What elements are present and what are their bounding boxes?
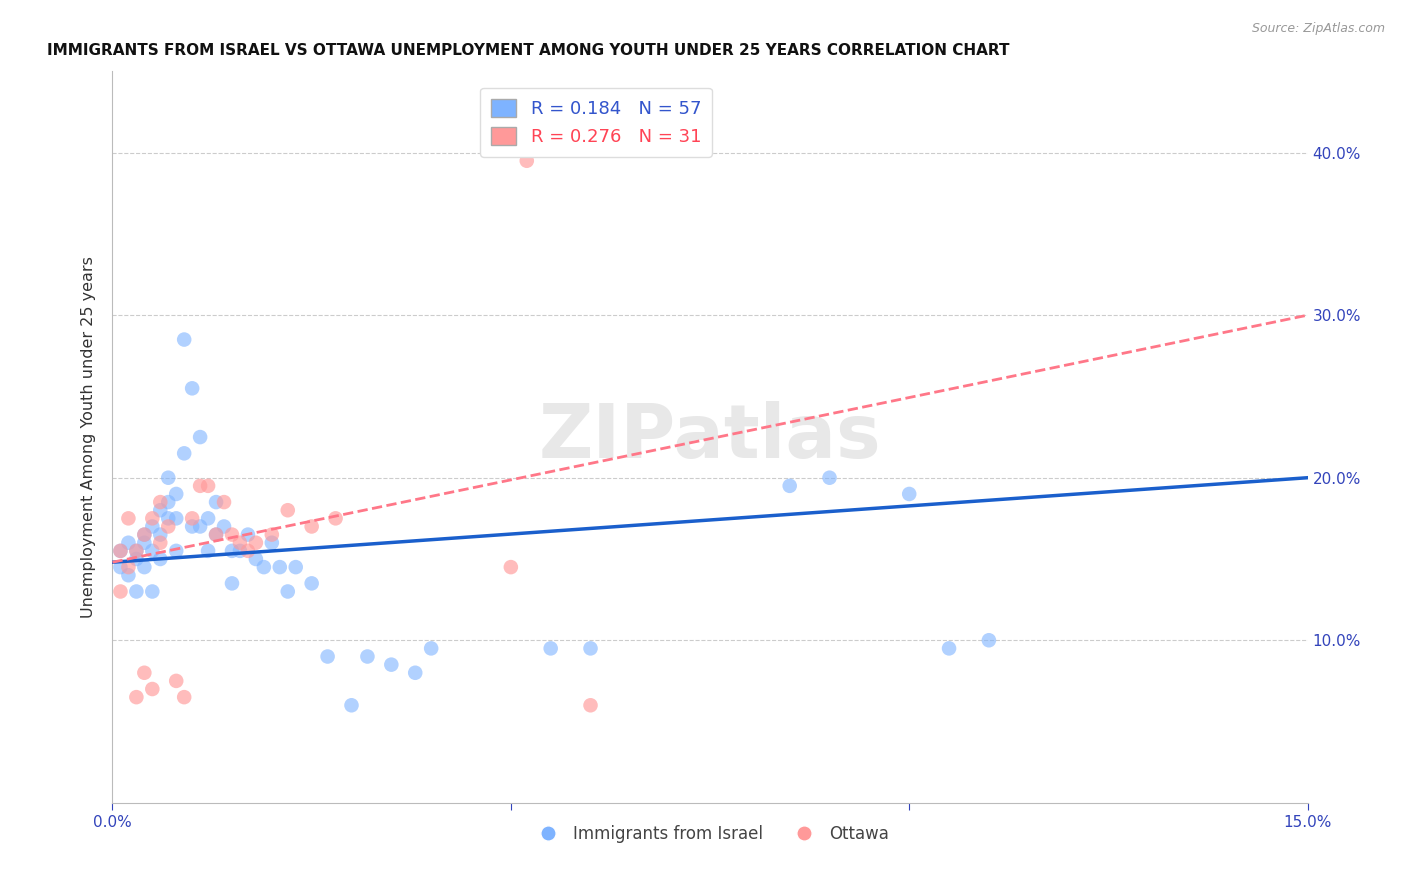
Point bbox=[134, 527, 156, 541]
Point bbox=[149, 503, 172, 517]
Point bbox=[260, 535, 283, 549]
Point bbox=[141, 681, 163, 696]
Point bbox=[157, 495, 180, 509]
Point bbox=[149, 527, 172, 541]
Point bbox=[221, 544, 243, 558]
Point bbox=[260, 527, 283, 541]
Point bbox=[205, 527, 228, 541]
Text: ZIPatlas: ZIPatlas bbox=[538, 401, 882, 474]
Point bbox=[245, 552, 267, 566]
Point bbox=[277, 584, 299, 599]
Point bbox=[197, 544, 219, 558]
Y-axis label: Unemployment Among Youth under 25 years: Unemployment Among Youth under 25 years bbox=[80, 256, 96, 618]
Point bbox=[499, 560, 522, 574]
Point bbox=[779, 479, 801, 493]
Point bbox=[277, 503, 299, 517]
Point bbox=[181, 511, 204, 525]
Point bbox=[157, 519, 180, 533]
Point bbox=[301, 576, 323, 591]
Point bbox=[125, 584, 148, 599]
Point bbox=[117, 535, 139, 549]
Point bbox=[197, 511, 219, 525]
Point bbox=[110, 544, 132, 558]
Point bbox=[165, 544, 187, 558]
Point bbox=[117, 511, 139, 525]
Point bbox=[205, 495, 228, 509]
Point bbox=[938, 641, 960, 656]
Text: IMMIGRANTS FROM ISRAEL VS OTTAWA UNEMPLOYMENT AMONG YOUTH UNDER 25 YEARS CORRELA: IMMIGRANTS FROM ISRAEL VS OTTAWA UNEMPLO… bbox=[46, 43, 1010, 58]
Point bbox=[229, 544, 252, 558]
Point bbox=[157, 471, 180, 485]
Point bbox=[125, 544, 148, 558]
Point bbox=[110, 560, 132, 574]
Point bbox=[380, 657, 402, 672]
Point bbox=[325, 511, 347, 525]
Point bbox=[141, 584, 163, 599]
Point bbox=[212, 495, 235, 509]
Point bbox=[117, 560, 139, 574]
Point bbox=[221, 527, 243, 541]
Point bbox=[134, 560, 156, 574]
Point bbox=[404, 665, 426, 680]
Point bbox=[125, 552, 148, 566]
Point bbox=[356, 649, 378, 664]
Text: Source: ZipAtlas.com: Source: ZipAtlas.com bbox=[1251, 22, 1385, 36]
Point bbox=[229, 535, 252, 549]
Point bbox=[149, 552, 172, 566]
Point bbox=[236, 544, 259, 558]
Legend: Immigrants from Israel, Ottawa: Immigrants from Israel, Ottawa bbox=[524, 818, 896, 849]
Point bbox=[540, 641, 562, 656]
Point bbox=[149, 535, 172, 549]
Point bbox=[818, 471, 841, 485]
Point bbox=[134, 665, 156, 680]
Point bbox=[205, 527, 228, 541]
Point bbox=[197, 479, 219, 493]
Point bbox=[125, 544, 148, 558]
Point bbox=[516, 153, 538, 168]
Point bbox=[141, 519, 163, 533]
Point bbox=[420, 641, 443, 656]
Point bbox=[165, 673, 187, 688]
Point bbox=[221, 576, 243, 591]
Point bbox=[245, 535, 267, 549]
Point bbox=[212, 519, 235, 533]
Point bbox=[173, 690, 195, 705]
Point bbox=[141, 511, 163, 525]
Point bbox=[579, 698, 602, 713]
Point bbox=[117, 568, 139, 582]
Point bbox=[165, 487, 187, 501]
Point bbox=[236, 527, 259, 541]
Point bbox=[898, 487, 921, 501]
Point bbox=[301, 519, 323, 533]
Point bbox=[188, 479, 211, 493]
Point bbox=[149, 495, 172, 509]
Point bbox=[977, 633, 1000, 648]
Point bbox=[284, 560, 307, 574]
Point bbox=[134, 535, 156, 549]
Point bbox=[188, 519, 211, 533]
Point bbox=[134, 527, 156, 541]
Point bbox=[125, 690, 148, 705]
Point bbox=[579, 641, 602, 656]
Point bbox=[181, 381, 204, 395]
Point bbox=[157, 511, 180, 525]
Point bbox=[141, 544, 163, 558]
Point bbox=[316, 649, 339, 664]
Point bbox=[110, 584, 132, 599]
Point bbox=[181, 519, 204, 533]
Point bbox=[165, 511, 187, 525]
Point bbox=[340, 698, 363, 713]
Point bbox=[269, 560, 291, 574]
Point bbox=[173, 446, 195, 460]
Point bbox=[253, 560, 276, 574]
Point bbox=[173, 333, 195, 347]
Point bbox=[188, 430, 211, 444]
Point bbox=[110, 544, 132, 558]
